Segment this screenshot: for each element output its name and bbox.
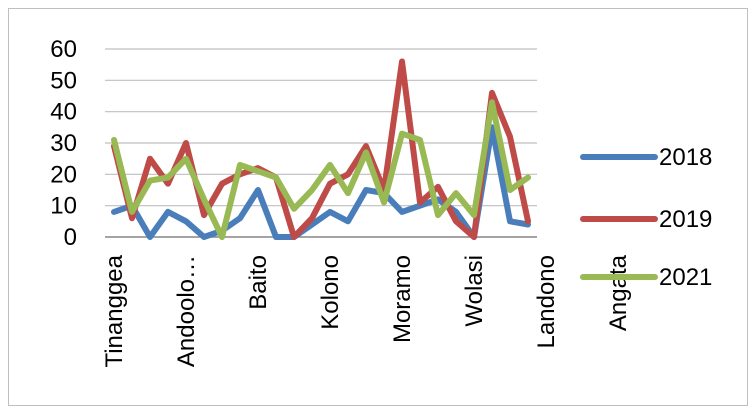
series-line-2021	[111, 99, 531, 240]
legend-label-2019: 2019	[659, 206, 712, 233]
y-tick-label: 0	[64, 224, 77, 251]
series-line-2019	[111, 58, 531, 240]
x-tick-label: Kolono	[317, 255, 344, 330]
y-tick-label: 40	[50, 99, 77, 126]
x-axis-tick-labels: Tinanggea Andoolo… Baito Kolono Moramo Wolasi…	[101, 254, 632, 367]
line-chart: 0 10 20 30 40 50 60 Tinanggea Andoolo… Baito Kolo…	[50, 36, 712, 368]
series-line-2018	[111, 124, 531, 240]
x-tick-label: Andoolo…	[173, 255, 200, 367]
x-tick-label: Landono	[533, 255, 560, 348]
legend-label-2018: 2018	[659, 144, 712, 171]
series-lines	[111, 58, 531, 240]
y-tick-label: 10	[50, 193, 77, 220]
legend-label-2021: 2021	[659, 264, 712, 291]
x-tick-label: Angata	[605, 254, 632, 331]
y-tick-label: 20	[50, 161, 77, 188]
x-tick-label: Moramo	[389, 255, 416, 343]
y-tick-label: 30	[50, 130, 77, 157]
y-tick-label: 60	[50, 36, 77, 63]
y-tick-label: 50	[50, 67, 77, 94]
x-tick-label: Baito	[245, 255, 272, 310]
chart-area: 0 10 20 30 40 50 60 Tinanggea Andoolo… Baito Kolo…	[8, 8, 748, 406]
y-axis-tick-labels: 0 10 20 30 40 50 60	[50, 36, 77, 251]
x-tick-label: Wolasi	[461, 255, 488, 327]
legend: 2018 2019 2021	[580, 144, 712, 291]
x-tick-label: Tinanggea	[101, 254, 128, 367]
